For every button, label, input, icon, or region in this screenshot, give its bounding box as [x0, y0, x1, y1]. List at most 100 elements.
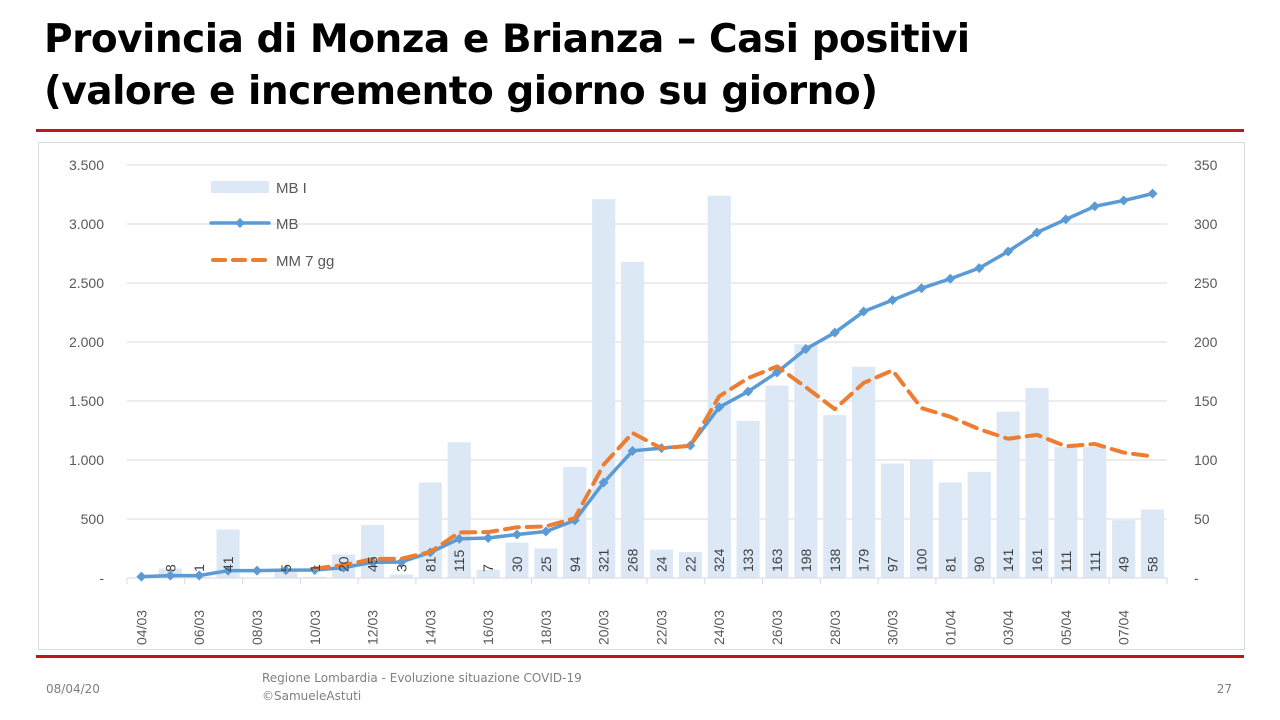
- mb-point-marker: [223, 565, 234, 576]
- right-axis-tick-label: -: [1194, 570, 1199, 586]
- left-axis-tick-label: 1.500: [69, 393, 104, 409]
- bar-data-label: 45: [365, 556, 381, 572]
- bar-data-label: 198: [798, 548, 814, 572]
- x-axis-tick-label: 07/04: [1116, 610, 1132, 645]
- x-axis-tick-label: 18/03: [538, 610, 554, 645]
- right-axis-tick-label: 150: [1194, 393, 1218, 409]
- bar-data-label: 115: [451, 549, 467, 572]
- bar: [909, 460, 933, 578]
- bar: [996, 411, 1020, 578]
- bar: [534, 548, 558, 578]
- bar-data-label: 5: [278, 564, 294, 572]
- bar: [447, 442, 471, 578]
- bar-data-label: 58: [1145, 556, 1161, 572]
- x-axis-tick-label: 26/03: [769, 610, 785, 645]
- slide-title: Provincia di Monza e Brianza – Casi posi…: [44, 14, 970, 118]
- footer-source-line2: ©SamueleAstuti: [262, 689, 362, 703]
- mb-point-marker: [165, 570, 176, 581]
- x-axis-tick-label: 12/03: [365, 610, 381, 645]
- mb-point-marker: [194, 570, 205, 581]
- mb-point-marker: [1089, 201, 1100, 212]
- bar-data-label: 161: [1029, 548, 1045, 572]
- bar: [938, 482, 962, 578]
- bar-data-label: 20: [336, 556, 352, 572]
- mb-point-marker: [829, 327, 840, 338]
- left-axis-tick-label: 2.000: [69, 334, 104, 350]
- mb-point-marker: [945, 273, 956, 284]
- bar-data-label: 90: [971, 556, 987, 572]
- mb-point-marker: [454, 533, 465, 544]
- mb-point-marker: [974, 263, 985, 274]
- bar: [678, 552, 702, 578]
- mb-point-marker: [1118, 195, 1129, 206]
- legend-marker-mb: [235, 218, 245, 228]
- mb-point-marker: [540, 526, 551, 537]
- right-axis-tick-label: 100: [1194, 452, 1218, 468]
- bar: [823, 415, 847, 578]
- mb-point-marker: [858, 306, 869, 317]
- right-axis-tick-label: 350: [1194, 157, 1218, 173]
- bar-data-label: 133: [740, 548, 756, 572]
- bar-data-label: 94: [567, 556, 583, 572]
- x-axis-tick-label: 22/03: [653, 610, 669, 645]
- legend-label-mb: MB: [276, 216, 299, 233]
- bar: [852, 366, 876, 578]
- bar: [621, 261, 645, 578]
- x-axis-tick-label: 30/03: [885, 610, 901, 645]
- legend-label-mb-i: MB I: [276, 180, 307, 197]
- bar: [1112, 520, 1136, 578]
- mb-point-marker: [1060, 214, 1071, 225]
- bar: [592, 199, 616, 578]
- mb-point-marker: [512, 529, 522, 540]
- bar-data-label: 81: [942, 556, 958, 572]
- bar-data-label: 25: [538, 556, 554, 572]
- bar: [389, 574, 413, 578]
- bar: [1083, 447, 1107, 578]
- bar-data-label: 179: [856, 548, 872, 572]
- bar-data-label: 111: [1087, 551, 1103, 572]
- chart-frame: [38, 142, 1245, 650]
- x-axis-tick-label: 08/03: [249, 610, 265, 645]
- x-axis-tick-label: 04/03: [133, 610, 149, 645]
- bar: [476, 569, 500, 578]
- bar-data-label: 100: [913, 548, 929, 572]
- right-axis-tick-label: 250: [1194, 275, 1218, 291]
- page-number: 27: [1216, 682, 1232, 696]
- mb-point-marker: [280, 565, 291, 576]
- bar-data-label: 8: [162, 564, 178, 572]
- bar: [794, 344, 818, 578]
- bar: [216, 529, 240, 578]
- mb-point-marker: [714, 402, 725, 413]
- title-line-2: (valore e incremento giorno su giorno): [44, 69, 878, 114]
- bar-data-label: 268: [625, 548, 641, 572]
- bar-data-label: 97: [885, 556, 901, 572]
- right-axis-tick-label: 200: [1194, 334, 1218, 350]
- x-axis-tick-label: 01/04: [942, 610, 958, 645]
- x-axis-tick-label: 24/03: [711, 610, 727, 645]
- x-axis-tick-label: 03/04: [1000, 610, 1016, 645]
- bar: [765, 385, 789, 578]
- mb-point-marker: [1003, 246, 1014, 257]
- bar-data-label: 1: [191, 564, 207, 572]
- footer-date: 08/04/20: [46, 682, 100, 696]
- bar: [1054, 447, 1078, 578]
- x-axis-tick-label: 06/03: [191, 610, 207, 645]
- bar-data-label: 41: [220, 556, 236, 572]
- bar-data-label: 30: [509, 556, 525, 572]
- mb-point-marker: [1147, 188, 1158, 199]
- left-axis-tick-label: 500: [81, 511, 105, 527]
- footer-source: Regione Lombardia - Evoluzione situazion…: [262, 669, 582, 705]
- x-axis-tick-label: 20/03: [596, 610, 612, 645]
- bar-data-label: 22: [682, 556, 698, 572]
- mb-point-marker: [136, 571, 147, 582]
- mb-point-marker: [1032, 227, 1042, 238]
- x-axis-tick-label: 16/03: [480, 610, 496, 645]
- bar-data-label: 1: [307, 564, 323, 572]
- title-line-1: Provincia di Monza e Brianza – Casi posi…: [44, 17, 970, 62]
- mb-point-marker: [916, 283, 927, 294]
- bar-data-label: 141: [1000, 548, 1016, 572]
- series-line-mm-7gg: [312, 364, 1155, 571]
- left-axis-tick-label: 3.000: [69, 216, 104, 232]
- bar-data-label: 111: [1058, 551, 1074, 572]
